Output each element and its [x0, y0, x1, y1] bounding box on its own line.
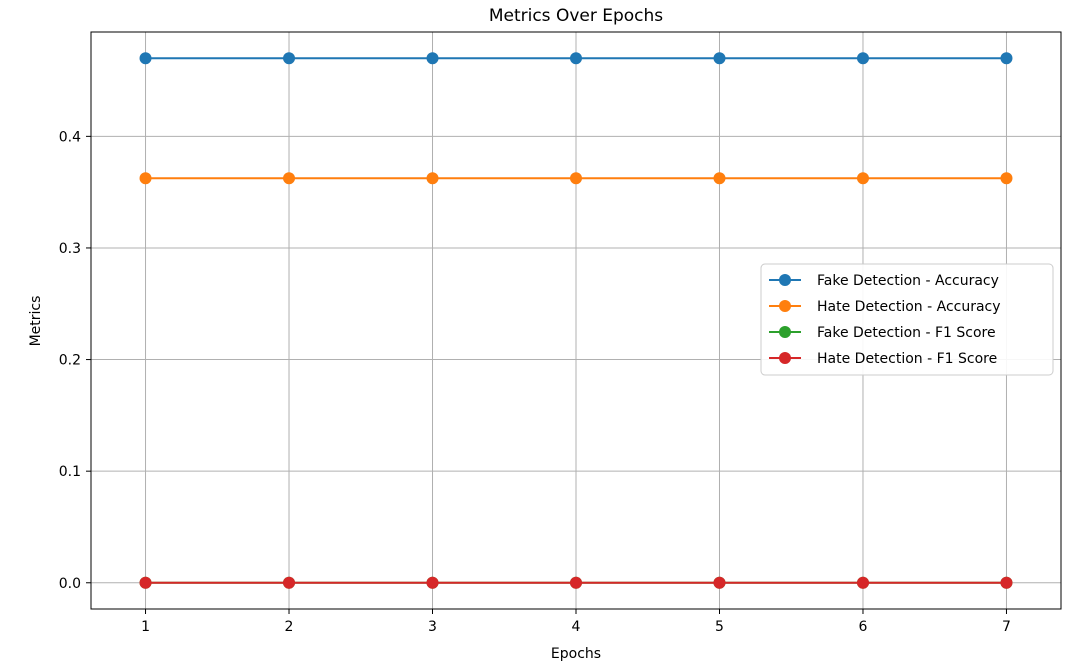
legend-label: Fake Detection - F1 Score [817, 325, 996, 341]
legend-label: Hate Detection - F1 Score [817, 351, 997, 367]
data-point [139, 52, 152, 65]
data-point [713, 52, 726, 65]
data-point [713, 576, 726, 589]
data-point [713, 172, 726, 185]
legend-marker [779, 300, 791, 312]
data-point [1000, 172, 1013, 185]
x-tick-label: 2 [285, 619, 294, 635]
legend: Fake Detection - Accuracy Hate Detection … [760, 263, 1054, 376]
chart-title: Metrics Over Epochs [489, 6, 663, 26]
data-point [139, 172, 152, 185]
series-1 [139, 52, 1013, 65]
data-point [570, 52, 582, 65]
data-point [426, 172, 439, 185]
y-tick-label: 0.1 [59, 464, 81, 480]
y-tick-label: 0.2 [59, 353, 81, 369]
data-point [570, 172, 582, 185]
legend-marker [779, 352, 791, 364]
legend-label: Hate Detection - Accuracy [817, 299, 1001, 315]
x-tick-label: 5 [715, 619, 724, 635]
legend-item: Fake Detection - F1 Score [769, 325, 996, 341]
x-axis-label: Epochs [551, 646, 601, 661]
data-point [1000, 576, 1013, 589]
legend-marker [779, 274, 791, 286]
x-tick-label: 3 [428, 619, 437, 635]
legend-marker [779, 326, 791, 338]
y-tick-label: 0.0 [59, 576, 81, 592]
x-tick-label: 7 [1002, 619, 1011, 635]
x-tick-label: 6 [859, 619, 868, 635]
y-tick-label: 0.4 [59, 129, 81, 145]
data-point [426, 576, 439, 589]
series-4 [139, 576, 1013, 589]
data-point [570, 576, 582, 589]
legend-frame [760, 263, 1054, 376]
data-point [283, 576, 296, 589]
data-point [283, 172, 296, 185]
y-axis-label: Metrics [28, 296, 44, 347]
y-tick-label: 0.3 [59, 241, 81, 257]
data-point [856, 52, 869, 65]
x-tick-label: 1 [141, 619, 150, 635]
x-ticks: 1 2 3 4 5 6 7 [141, 609, 1011, 635]
data-point [1000, 52, 1013, 65]
legend-item: Hate Detection - F1 Score [769, 351, 997, 367]
x-tick-label: 4 [572, 619, 581, 635]
legend-label: Fake Detection - Accuracy [817, 273, 999, 289]
series-2 [139, 172, 1013, 185]
data-point [426, 52, 439, 65]
data-point [856, 576, 869, 589]
series-group [139, 52, 1013, 589]
data-point [283, 52, 296, 65]
data-point [139, 576, 152, 589]
data-point [856, 172, 869, 185]
legend-item: Hate Detection - Accuracy [769, 299, 1001, 315]
legend-item: Fake Detection - Accuracy [769, 273, 999, 289]
y-ticks: 0.0 0.1 0.2 0.3 0.4 [59, 129, 91, 592]
